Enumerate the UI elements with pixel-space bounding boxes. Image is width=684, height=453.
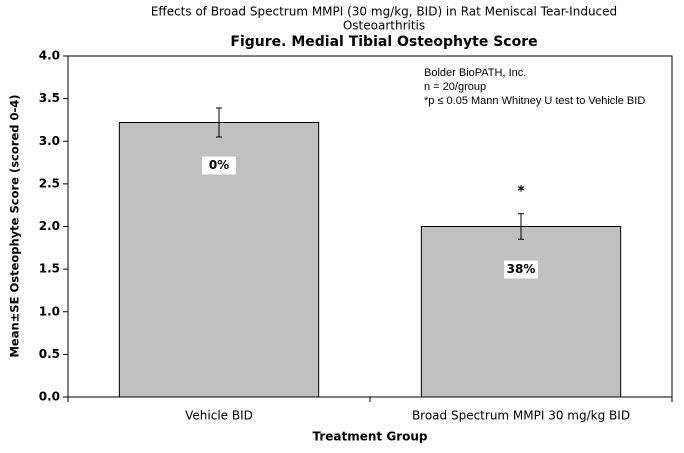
y-tick-label: 1.0 <box>39 304 60 318</box>
note: *p ≤ 0.05 Mann Whitney U test to Vehicle… <box>424 95 645 107</box>
bar-label: 0% <box>209 158 229 172</box>
significance-marker: * <box>517 184 525 200</box>
y-tick-label: 0.5 <box>39 347 60 361</box>
y-tick-label: 1.5 <box>39 262 60 276</box>
note: Bolder BioPATH, Inc. <box>424 67 526 79</box>
y-tick-label: 0.0 <box>39 390 60 404</box>
x-axis-label: Treatment Group <box>312 430 427 444</box>
chart-title: Figure. Medial Tibial Osteophyte Score <box>230 34 537 50</box>
y-tick-label: 3.5 <box>39 91 60 105</box>
bar-label-bg <box>202 156 236 175</box>
y-tick-label: 2.0 <box>39 219 60 233</box>
bar-label-bg <box>504 260 538 279</box>
x-tick-label: Vehicle BID <box>185 409 253 423</box>
chart-subtitle: Effects of Broad Spectrum MMPI (30 mg/kg… <box>151 5 617 19</box>
error-bar <box>216 107 222 138</box>
note: n = 20/group <box>424 81 486 93</box>
x-tick-label: Broad Spectrum MMPI 30 mg/kg BID <box>412 409 630 423</box>
y-tick-label: 3.0 <box>39 134 60 148</box>
y-tick-label: 2.5 <box>39 176 60 190</box>
chart-subtitle: Osteoarthritis <box>343 19 425 33</box>
y-tick-label: 4.0 <box>39 49 60 63</box>
y-axis-label: Mean±SE Osteophyte Score (scored 0-4) <box>8 94 22 357</box>
error-bar <box>518 213 524 240</box>
bar-label: 38% <box>507 262 536 276</box>
bar <box>420 226 622 398</box>
